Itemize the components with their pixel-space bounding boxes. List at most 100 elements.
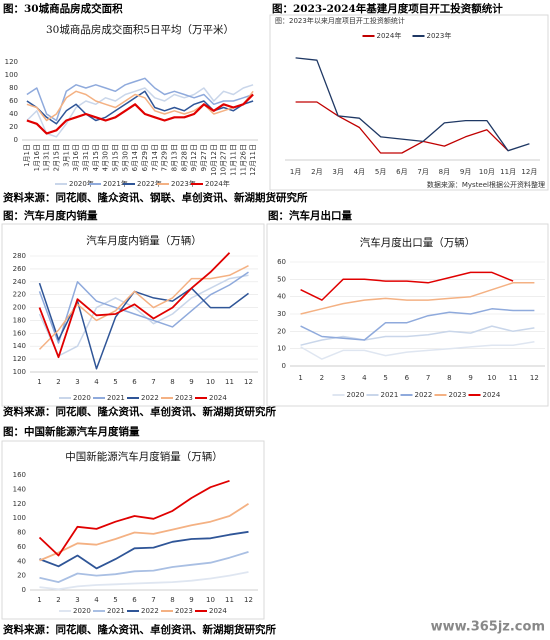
watermark: www.365jz.com bbox=[431, 620, 545, 635]
x-tick-label: 6 bbox=[405, 374, 410, 382]
chart-frame bbox=[1, 223, 265, 407]
x-tick-label: 9月12日 bbox=[190, 144, 198, 171]
x-tick-label: 8 bbox=[447, 374, 451, 382]
series-line bbox=[300, 340, 535, 360]
x-tick-label: 4月30日 bbox=[102, 144, 110, 171]
y-tick-label: 100 bbox=[5, 71, 18, 79]
legend-label: 2024 bbox=[209, 394, 227, 402]
chart-subtitle: 图：2023年以来月度项目开工投资额统计 bbox=[275, 16, 405, 25]
legend-label: 2024 bbox=[209, 607, 227, 615]
x-tick-label: 12 bbox=[244, 378, 253, 386]
legend-label: 2024年 bbox=[205, 179, 230, 188]
x-tick-label: 2月 bbox=[311, 168, 322, 176]
legend-label: 2020年 bbox=[69, 179, 94, 188]
series-line bbox=[39, 551, 249, 583]
legend-label: 2023年 bbox=[427, 31, 452, 40]
y-tick-label: 140 bbox=[13, 342, 26, 350]
x-tick-label: 3月16日 bbox=[72, 144, 80, 171]
y-tick-label: 140 bbox=[13, 485, 26, 493]
x-tick-label: 11 bbox=[225, 596, 234, 604]
chart-note: 数据来源：Mysteel根据公开资料整理 bbox=[427, 180, 545, 189]
x-tick-label: 10月12日 bbox=[210, 144, 218, 176]
x-tick-label: 12月 bbox=[521, 168, 537, 176]
y-tick-label: 120 bbox=[13, 500, 26, 508]
series-line bbox=[26, 77, 254, 122]
series-line bbox=[39, 530, 249, 570]
legend-label: 2021 bbox=[107, 394, 125, 402]
x-tick-label: 11月 bbox=[500, 168, 516, 176]
y-tick-label: 100 bbox=[13, 368, 26, 376]
x-tick-label: 2 bbox=[320, 374, 324, 382]
x-tick-label: 6月29日 bbox=[141, 144, 149, 171]
x-tick-label: 1 bbox=[298, 374, 302, 382]
chart-title: 汽车月度内销量（万辆） bbox=[86, 234, 202, 247]
x-tick-label: 4 bbox=[94, 378, 99, 386]
y-tick-label: 50 bbox=[277, 275, 286, 283]
x-tick-label: 7月29日 bbox=[161, 144, 169, 171]
x-tick-label: 5 bbox=[383, 374, 387, 382]
x-tick-label: 3 bbox=[75, 378, 79, 386]
x-tick-label: 5月15日 bbox=[111, 144, 119, 171]
x-tick-label: 5 bbox=[113, 596, 117, 604]
x-tick-label: 6月14日 bbox=[131, 144, 139, 171]
series-line bbox=[39, 571, 249, 591]
section-title: 图：汽车月度内销量 bbox=[3, 209, 98, 222]
series-line bbox=[300, 308, 535, 341]
y-tick-label: 120 bbox=[13, 355, 26, 363]
x-tick-label: 9月 bbox=[460, 168, 471, 176]
x-tick-label: 3月 bbox=[332, 168, 343, 176]
series-line bbox=[38, 252, 231, 359]
series-line bbox=[300, 282, 535, 315]
x-tick-label: 6月 bbox=[396, 168, 407, 176]
y-tick-label: 100 bbox=[13, 514, 26, 522]
x-tick-label: 7 bbox=[426, 374, 430, 382]
series-line bbox=[38, 271, 249, 344]
series-line bbox=[38, 282, 249, 370]
legend-label: 2022 bbox=[141, 394, 159, 402]
y-tick-label: 120 bbox=[5, 58, 18, 66]
x-tick-label: 3 bbox=[341, 374, 345, 382]
series-line bbox=[26, 93, 254, 135]
series-line bbox=[38, 479, 230, 557]
x-tick-label: 9 bbox=[189, 378, 193, 386]
x-tick-label: 8 bbox=[170, 378, 174, 386]
chart-title: 30城商品房成交面积5日平均（万平米） bbox=[46, 23, 234, 36]
y-tick-label: 40 bbox=[17, 557, 26, 565]
y-tick-label: 20 bbox=[17, 572, 26, 580]
x-tick-label: 3 bbox=[75, 596, 79, 604]
x-tick-label: 5月30日 bbox=[121, 144, 129, 171]
x-tick-label: 1 bbox=[37, 378, 41, 386]
y-tick-label: 80 bbox=[9, 84, 18, 92]
x-tick-label: 7 bbox=[151, 596, 155, 604]
x-tick-label: 1月1日 bbox=[23, 144, 31, 167]
legend-label: 2024年 bbox=[377, 31, 402, 40]
y-tick-label: 60 bbox=[9, 97, 18, 105]
x-tick-label: 10月27日 bbox=[220, 144, 228, 176]
section-title: 图：中国新能源汽车月度销量 bbox=[3, 425, 140, 438]
y-tick-label: 30 bbox=[277, 310, 286, 318]
x-tick-label: 10 bbox=[487, 374, 496, 382]
y-tick-label: 280 bbox=[13, 252, 26, 260]
legend-label: 2022 bbox=[415, 391, 433, 399]
x-tick-label: 6 bbox=[132, 596, 137, 604]
legend-label: 2022年 bbox=[137, 179, 162, 188]
section-title: 图：汽车月出口量 bbox=[268, 209, 352, 222]
chart-frame bbox=[1, 440, 265, 620]
x-tick-label: 1 bbox=[37, 596, 41, 604]
x-tick-label: 4月15日 bbox=[92, 144, 100, 171]
x-tick-label: 7月 bbox=[417, 168, 428, 176]
series-line bbox=[38, 274, 249, 357]
x-tick-label: 4 bbox=[362, 374, 367, 382]
legend-label: 2023 bbox=[175, 394, 193, 402]
legend-label: 2022 bbox=[141, 607, 159, 615]
x-tick-label: 5月 bbox=[375, 168, 386, 176]
source-note: 资料来源：同花顺、隆众资讯、卓创资讯、新湖期货研究所 bbox=[3, 623, 276, 636]
y-tick-label: 240 bbox=[13, 278, 26, 286]
y-tick-label: 260 bbox=[13, 265, 26, 273]
y-tick-label: 40 bbox=[277, 293, 286, 301]
series-line bbox=[300, 271, 514, 301]
x-tick-label: 1月16日 bbox=[33, 144, 41, 171]
legend-label: 2023 bbox=[449, 391, 467, 399]
legend-label: 2020 bbox=[73, 394, 91, 402]
